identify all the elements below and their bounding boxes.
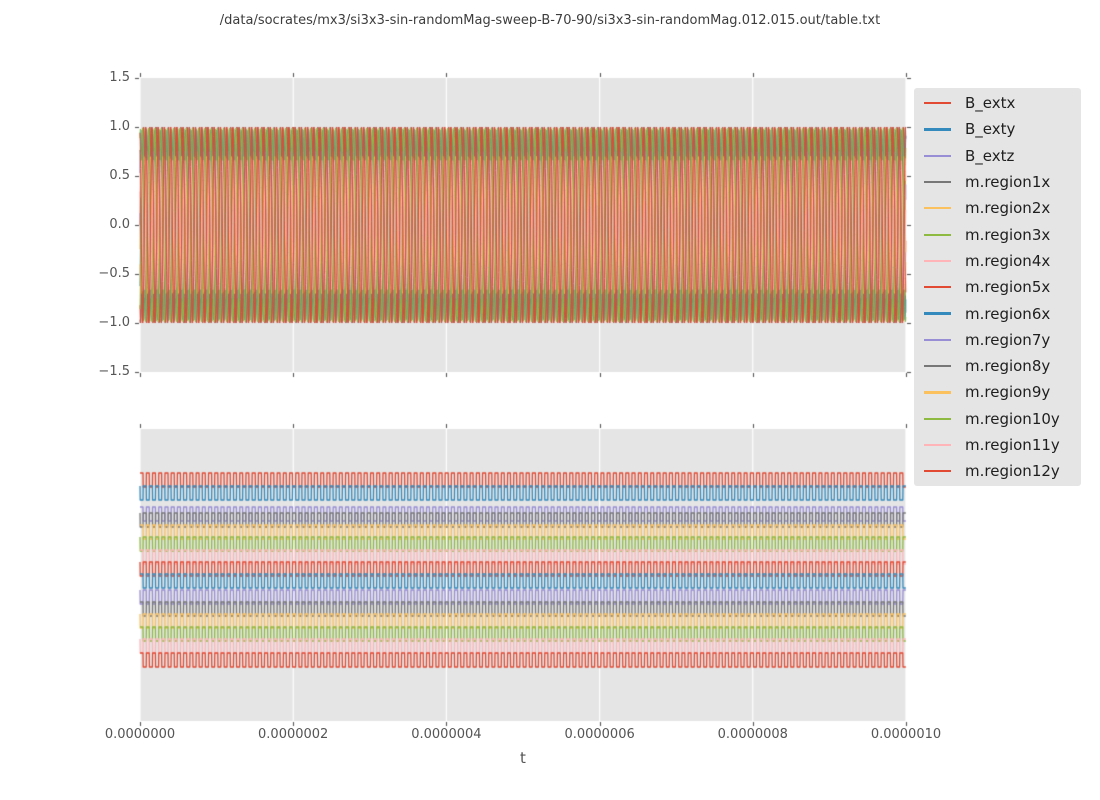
x-tick-label: 0.0000006 [564,727,635,742]
legend-item: m.region10y [914,406,1081,432]
legend-line-sample [924,338,951,341]
y-tick-label: 0.5 [109,168,130,183]
legend-line-sample [924,233,951,236]
x-tick-label: 0.0000004 [411,727,482,742]
legend-label: B_exty [965,120,1016,139]
y-tick-label: −1.0 [98,315,130,330]
legend-label: m.region4x [965,251,1051,270]
legend-label: m.region2x [965,199,1051,218]
legend-item: m.region9y [914,379,1081,405]
legend-line-sample [924,417,951,420]
legend-label: B_extx [965,94,1016,113]
legend-line-sample [924,128,951,131]
legend-line-sample [924,312,951,315]
legend-item: m.region2x [914,195,1081,221]
x-tick-label: 0.0000002 [258,727,329,742]
legend-label: m.region10y [965,409,1060,428]
legend-line-sample [924,154,951,157]
legend-label: m.region1x [965,173,1051,192]
legend-item: m.region12y [914,458,1081,484]
bottom-subplot-canvas [128,417,918,733]
legend-label: m.region6x [965,304,1051,323]
legend-label: m.region3x [965,225,1051,244]
y-tick-label: 1.0 [109,119,130,134]
legend-line-sample [924,286,951,289]
legend-item: m.region4x [914,248,1081,274]
legend-line-sample [924,443,951,447]
x-tick-label: 0.0000008 [717,727,788,742]
y-tick-label: 0.0 [109,217,130,232]
x-tick-label: 0.0000000 [104,727,176,742]
legend-item: m.region8y [914,353,1081,379]
legend-label: m.region8y [965,357,1051,376]
legend-line-sample [924,207,951,210]
figure-title: /data/socrates/mx3/si3x3-sin-randomMag-s… [219,13,881,28]
legend-item: m.region7y [914,327,1081,353]
legend-label: m.region9y [965,383,1051,402]
legend-item: m.region3x [914,221,1081,247]
legend-line-sample [924,470,951,473]
legend-label: B_extz [965,146,1015,165]
legend-box: B_extx B_exty B_extz m.region1x m.region… [914,88,1081,487]
legend-item: B_extx [914,90,1081,116]
legend-line-sample [924,259,951,263]
y-tick-label: 1.5 [109,70,130,85]
legend-item: m.region5x [914,274,1081,300]
legend-item: m.region11y [914,432,1081,458]
legend-item: B_extz [914,143,1081,169]
legend-line-sample [924,391,951,394]
legend-item: m.region1x [914,169,1081,195]
legend-label: m.region11y [965,436,1060,454]
legend-line-sample [924,180,951,184]
top-subplot-canvas [128,66,918,384]
x-tick-label: 0.0000010 [870,727,942,742]
y-tick-label: −1.5 [98,364,130,379]
legend-item: m.region6x [914,300,1081,326]
y-tick-label: −0.5 [98,266,130,281]
legend-label: m.region7y [965,330,1051,349]
legend-label: m.region12y [965,462,1060,481]
legend-label: m.region5x [965,278,1051,297]
legend-item: B_exty [914,116,1081,142]
legend-line-sample [924,102,951,105]
x-axis-label: t [520,749,526,767]
legend-line-sample [924,365,951,368]
